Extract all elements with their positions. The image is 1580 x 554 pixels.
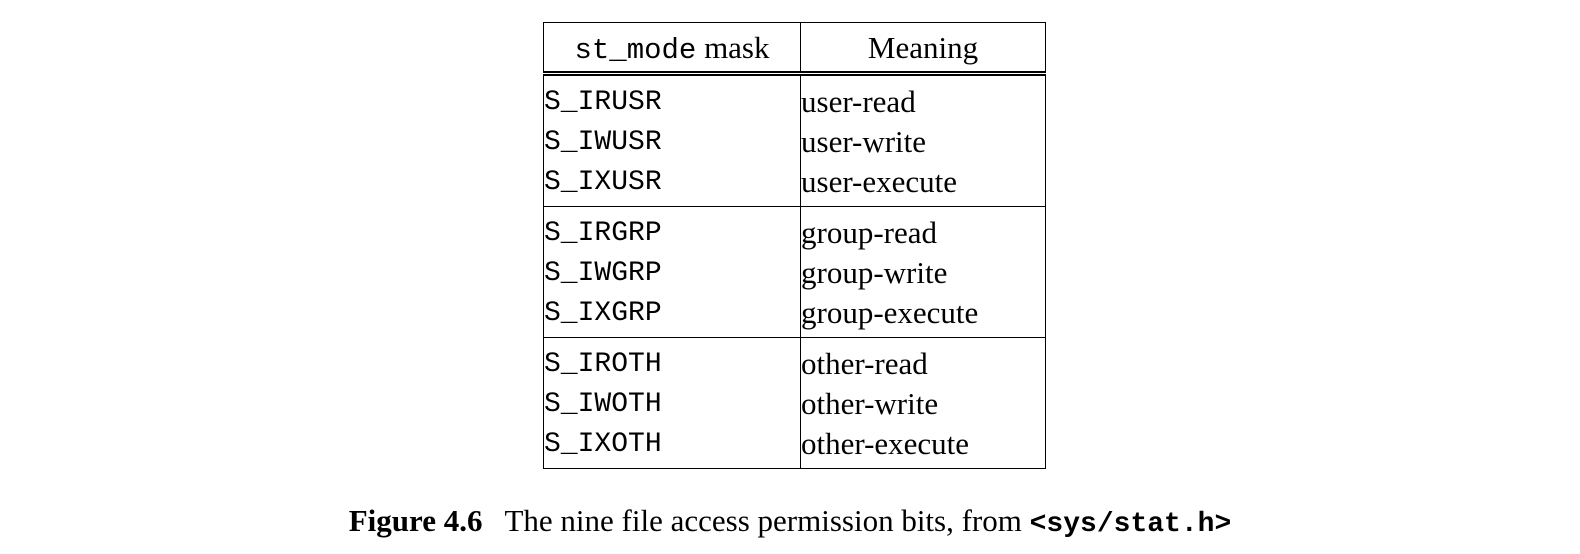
header-row: st_mode mask Meaning xyxy=(543,22,1046,76)
table-row: S_IWGRP group-write xyxy=(543,253,1046,293)
caption-text: The nine file access permission bits, fr… xyxy=(504,503,1030,538)
mask-cell: S_IWOTH xyxy=(543,384,801,424)
permission-bits-table: st_mode mask Meaning S_IRUSR user-read S… xyxy=(543,22,1046,469)
table-row: S_IWUSR user-write xyxy=(543,122,1046,162)
header-mask-word: mask xyxy=(704,29,770,65)
meaning-cell: other-write xyxy=(800,384,1046,424)
figure-label: Figure 4.6 xyxy=(348,503,483,538)
mask-cell: S_IXOTH xyxy=(543,424,801,469)
table-row: S_IXOTH other-execute xyxy=(543,424,1046,469)
meaning-cell: user-write xyxy=(800,122,1046,162)
caption-header-file: <sys/stat.h> xyxy=(1029,509,1232,540)
table-row: S_IXGRP group-execute xyxy=(543,293,1046,338)
table-row: S_IXUSR user-execute xyxy=(543,162,1046,207)
meaning-cell: user-execute xyxy=(800,162,1046,207)
meaning-cell: other-execute xyxy=(800,424,1046,469)
mask-cell: S_IRUSR xyxy=(543,73,801,122)
mask-cell: S_IXGRP xyxy=(543,293,801,338)
table-row: S_IRUSR user-read xyxy=(543,73,1046,122)
mask-cell: S_IWUSR xyxy=(543,122,801,162)
meaning-cell: group-read xyxy=(800,206,1046,253)
group-user: S_IRUSR user-read S_IWUSR user-write S_I… xyxy=(543,73,1046,207)
column-header-mask: st_mode mask xyxy=(543,22,801,76)
mask-cell: S_IWGRP xyxy=(543,253,801,293)
header-st-mode-code: st_mode xyxy=(574,33,697,67)
table-row: S_IWOTH other-write xyxy=(543,384,1046,424)
table-row: S_IROTH other-read xyxy=(543,337,1046,384)
meaning-cell: group-execute xyxy=(800,293,1046,338)
meaning-cell: user-read xyxy=(800,73,1046,122)
meaning-cell: group-write xyxy=(800,253,1046,293)
mask-cell: S_IRGRP xyxy=(543,206,801,253)
column-header-meaning: Meaning xyxy=(800,22,1046,76)
table-header: st_mode mask Meaning xyxy=(543,22,1046,76)
mask-cell: S_IXUSR xyxy=(543,162,801,207)
table-row: S_IRGRP group-read xyxy=(543,206,1046,253)
figure-caption: Figure 4.6 The nine file access permissio… xyxy=(0,503,1580,540)
group-group: S_IRGRP group-read S_IWGRP group-write S… xyxy=(543,206,1046,338)
permission-bits-table-container: st_mode mask Meaning S_IRUSR user-read S… xyxy=(543,22,1046,469)
group-other: S_IROTH other-read S_IWOTH other-write S… xyxy=(543,337,1046,469)
mask-cell: S_IROTH xyxy=(543,337,801,384)
meaning-cell: other-read xyxy=(800,337,1046,384)
